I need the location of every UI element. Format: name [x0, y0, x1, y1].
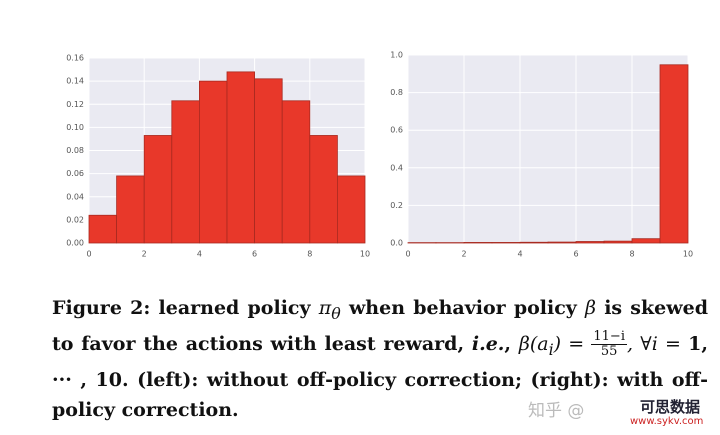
x-tick-label: 10 — [683, 250, 693, 259]
bar — [547, 241, 577, 244]
y-tick-label: 0.00 — [66, 239, 84, 248]
x-tick-label: 2 — [142, 250, 147, 259]
caption-text: is skewed to favor the actions with leas… — [52, 297, 708, 355]
y-tick-label: 0.0 — [390, 239, 403, 248]
y-tick-label: 0.8 — [390, 88, 403, 97]
caption-text: , — [504, 332, 519, 355]
bar — [659, 64, 689, 244]
x-tick-label: 2 — [461, 250, 466, 259]
plot-area — [408, 55, 688, 243]
x-tick-label: 4 — [517, 250, 522, 259]
bar — [463, 242, 493, 244]
fraction: 11−i 55 — [591, 330, 627, 359]
caption-math: i — [548, 339, 554, 359]
caption: Figure 2: learned policy πθ when behavio… — [52, 293, 708, 425]
y-tick-label: 0.10 — [66, 123, 84, 132]
x-tick-label: 4 — [197, 250, 202, 259]
bar — [226, 71, 256, 244]
x-tick-label: 6 — [252, 250, 257, 259]
x-tick-label: 0 — [86, 250, 91, 259]
x-tick-label: 8 — [629, 250, 634, 259]
bar — [491, 242, 521, 244]
caption-text: when behavior policy — [340, 297, 586, 319]
y-tick-label: 0.08 — [66, 146, 84, 155]
watermark: www.sykv.com — [630, 416, 704, 427]
watermark: 知乎 @ — [528, 401, 585, 421]
bar — [519, 241, 549, 244]
caption-math: β(a — [518, 332, 549, 355]
caption-text: 1, ··· , 10. (left): without off-policy … — [52, 332, 708, 421]
caption-math: , ∀i = — [626, 332, 689, 355]
x-tick-label: 6 — [573, 250, 578, 259]
y-tick-label: 0.06 — [66, 169, 84, 178]
bar — [171, 100, 200, 244]
bar — [143, 135, 173, 244]
numerator: 11−i — [591, 329, 627, 346]
y-tick-label: 0.04 — [66, 192, 84, 201]
bar — [198, 80, 228, 244]
caption-math: π — [318, 297, 332, 319]
y-tick-label: 0.2 — [390, 201, 403, 210]
caption-text: i.e. — [471, 332, 505, 355]
caption-math: β — [585, 297, 597, 319]
y-tick-label: 1.0 — [390, 51, 403, 60]
x-tick-label: 0 — [405, 250, 410, 259]
x-tick-label: 10 — [360, 250, 370, 259]
caption-text: Figure 2: learned policy — [52, 297, 319, 319]
bar — [336, 175, 366, 244]
caption-math: θ — [331, 303, 341, 323]
y-tick-label: 0.02 — [66, 215, 84, 224]
bar — [309, 135, 338, 244]
bar — [631, 238, 661, 244]
y-tick-label: 0.14 — [66, 77, 84, 86]
bar — [281, 100, 311, 244]
y-tick-label: 0.6 — [390, 126, 403, 135]
y-tick-label: 0.4 — [390, 163, 403, 172]
figure: 0.000.020.040.060.080.100.120.140.160 2 4 6… — [66, 51, 693, 259]
caption-math: ) = — [553, 332, 592, 355]
y-tick-label: 0.12 — [66, 100, 84, 109]
bar — [254, 78, 283, 244]
bar — [603, 240, 633, 244]
x-tick-label: 8 — [307, 250, 312, 259]
y-tick-label: 0.16 — [66, 54, 84, 63]
denominator: 55 — [600, 344, 618, 360]
watermark: 可思数据 — [640, 398, 701, 416]
bar — [116, 175, 145, 244]
bar — [575, 241, 605, 244]
bar — [88, 214, 118, 244]
